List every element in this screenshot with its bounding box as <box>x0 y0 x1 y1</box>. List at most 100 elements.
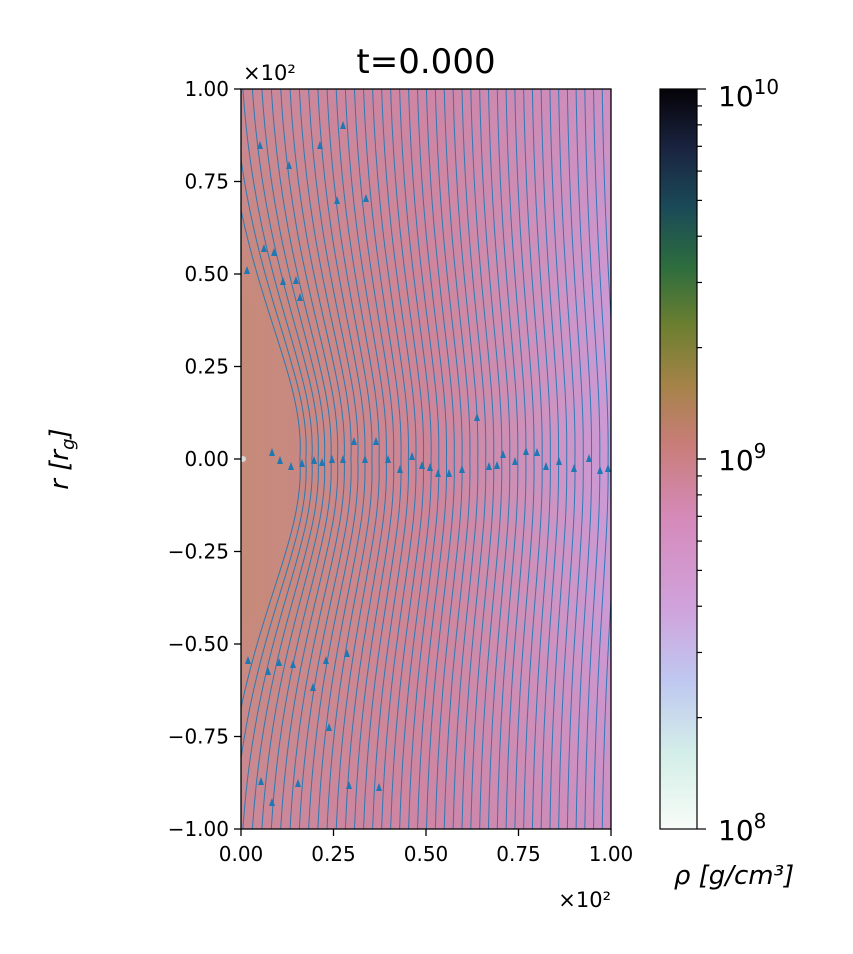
streamline-arrow <box>293 276 299 284</box>
streamline-arrow <box>351 437 357 445</box>
streamline-arrow <box>299 459 305 467</box>
streamline-arrow <box>297 293 303 301</box>
streamline-arrow <box>269 798 275 806</box>
streamline-arrow <box>277 456 283 464</box>
x-tick-label: 0.75 <box>496 842 541 866</box>
y-tick-label: 0.25 <box>184 355 229 379</box>
streamline <box>280 89 339 829</box>
streamline <box>434 89 463 829</box>
colorbar <box>659 88 698 830</box>
streamline-arrow <box>512 457 518 465</box>
colorbar-label: ρ [g/cm³] <box>674 861 794 891</box>
streamline-arrow <box>276 658 282 666</box>
streamline-arrow <box>597 466 603 474</box>
streamline-arrow <box>362 455 368 463</box>
streamline-arrow <box>340 121 346 129</box>
y-tick-label: 0.00 <box>184 447 229 471</box>
streamline-arrow <box>317 141 323 149</box>
streamline-arrow <box>269 448 275 456</box>
streamline-arrows <box>244 121 611 806</box>
streamline <box>566 89 584 829</box>
streamline-arrow <box>245 656 251 664</box>
streamline-arrow <box>500 450 506 458</box>
streamline-arrow <box>288 462 294 470</box>
streamline <box>593 89 609 829</box>
x-tick-label: 0.25 <box>311 842 356 866</box>
y-multiplier: ×10² <box>243 61 296 85</box>
streamline-arrow <box>344 649 350 657</box>
streamline-arrow <box>459 465 465 473</box>
streamline-arrow <box>244 266 250 274</box>
colorbar-tick-1e9: 109 <box>718 439 766 477</box>
y-tick-label: 0.50 <box>184 262 229 286</box>
y-axis: 1.00 0.75 0.50 0.25 0.00 −0.25 −0.50 −0.75 −1.00 <box>168 77 241 841</box>
x-tick-label: 1.00 <box>589 842 634 866</box>
streamline-arrow <box>257 141 263 149</box>
streamline <box>549 89 568 829</box>
streamline <box>399 89 432 829</box>
streamline-arrow <box>295 779 301 787</box>
streamline <box>417 89 448 829</box>
streamline <box>558 89 576 829</box>
streamline <box>425 89 455 829</box>
x-tick-label: 0.00 <box>219 842 264 866</box>
streamline <box>372 89 410 829</box>
y-tick-label: −0.25 <box>168 540 229 564</box>
x-tick-label: 0.50 <box>404 842 449 866</box>
streamline <box>308 89 359 829</box>
streamline-arrow <box>376 783 382 791</box>
streamline-arrow <box>556 457 562 465</box>
x-axis: 0.00 0.25 0.50 0.75 1.00 <box>219 829 634 866</box>
streamline-arrow <box>571 464 577 472</box>
streamline <box>470 89 495 829</box>
colorbar-tick-1e10: 1010 <box>718 75 779 113</box>
streamline <box>353 89 395 829</box>
streamline <box>461 89 487 829</box>
streamline <box>496 89 519 829</box>
streamline-arrow <box>427 463 433 471</box>
y-tick-label: −1.00 <box>168 817 229 841</box>
streamline-arrow <box>486 462 492 470</box>
streamline <box>523 89 543 829</box>
y-tick-label: −0.75 <box>168 725 229 749</box>
streamline-arrow <box>409 452 415 460</box>
streamline-arrow <box>323 656 329 664</box>
streamline <box>241 155 307 763</box>
streamline <box>326 89 373 829</box>
streamline-arrow <box>605 464 611 472</box>
streamline-arrow <box>310 683 316 691</box>
streamline-arrow <box>435 469 441 477</box>
streamline <box>452 89 479 829</box>
streamline-arrow <box>340 455 346 463</box>
streamline-arrow <box>265 667 271 675</box>
streamline <box>298 89 352 829</box>
streamline-arrow <box>419 461 425 469</box>
streamline-arrow <box>534 448 540 456</box>
streamline-arrow <box>586 454 592 462</box>
streamline-arrow <box>363 194 369 202</box>
streamline <box>251 89 319 829</box>
streamline <box>514 89 535 829</box>
y-tick-label: 0.75 <box>184 170 229 194</box>
streamline-arrow <box>385 455 391 463</box>
colorbar-tick-1e8: 108 <box>718 809 766 847</box>
streamline-arrow <box>446 469 452 477</box>
streamline-arrow <box>543 462 549 470</box>
streamline <box>575 89 593 829</box>
streamline-arrow <box>319 458 325 466</box>
streamline-arrow <box>271 248 277 256</box>
streamline <box>363 89 402 829</box>
streamline <box>408 89 440 829</box>
streamline <box>531 89 551 829</box>
x-multiplier: ×10² <box>558 888 611 912</box>
colorbar-ticks <box>697 88 706 830</box>
center-marker <box>241 456 246 462</box>
streamline <box>487 89 511 829</box>
chart-title: t=0.000 <box>356 42 495 82</box>
streamline-arrow <box>311 456 317 464</box>
streamline-arrow <box>258 777 264 785</box>
streamline-arrow <box>326 723 332 731</box>
streamline-arrow <box>334 196 340 204</box>
streamline-arrow <box>373 437 379 445</box>
